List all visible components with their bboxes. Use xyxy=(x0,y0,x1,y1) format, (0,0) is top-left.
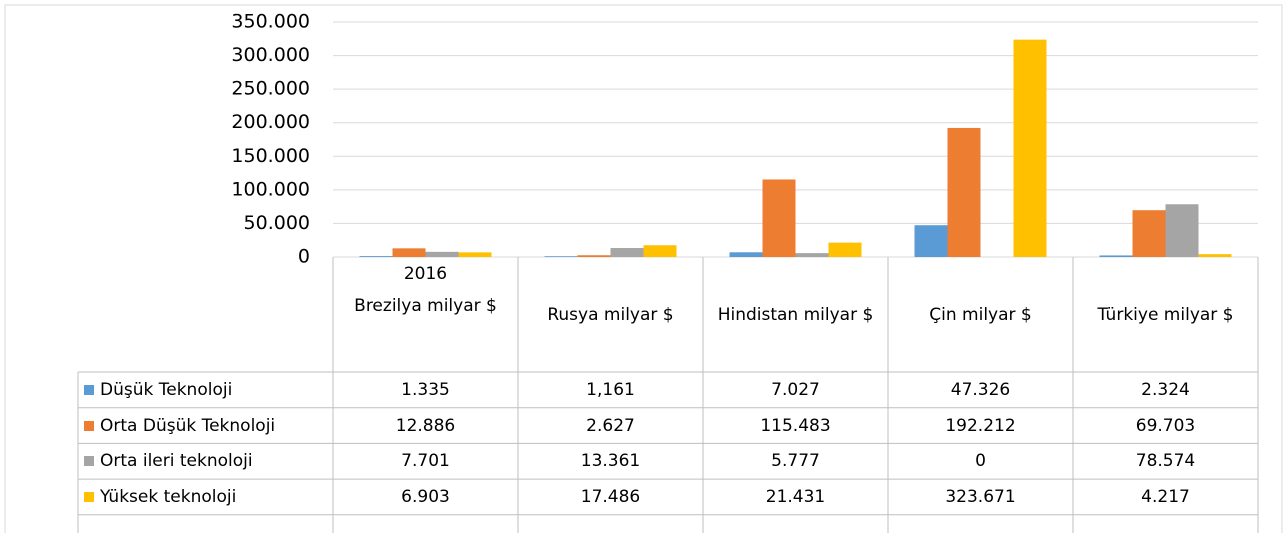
table-value: 12.886 xyxy=(395,415,456,436)
table-value: 69.703 xyxy=(1135,415,1196,436)
bar xyxy=(1165,204,1199,257)
y-tick-label: 200.000 xyxy=(231,111,310,133)
legend-entry: Yüksek teknoloji xyxy=(78,479,333,515)
category-header: 2016 Brezilya milyar $ xyxy=(333,257,518,372)
legend-entry: Orta ileri teknoloji xyxy=(78,443,333,479)
table-value: 7.027 xyxy=(771,379,820,400)
y-tick-label: 350.000 xyxy=(231,11,310,33)
bar xyxy=(1013,39,1047,258)
table-value: 78.574 xyxy=(1135,451,1196,472)
bar xyxy=(1132,210,1166,257)
legend-entry: Orta Düşük Teknoloji xyxy=(78,408,333,444)
legend-label: Orta ileri teknoloji xyxy=(100,451,253,472)
bar xyxy=(458,252,492,257)
y-tick-label: 50.000 xyxy=(244,212,310,234)
bar xyxy=(1099,255,1133,257)
table-value: 13.361 xyxy=(580,451,641,472)
table-value: 1.335 xyxy=(401,379,450,400)
table-value: 6.903 xyxy=(401,486,450,507)
table-value: 2.627 xyxy=(586,415,635,436)
table-value: 0 xyxy=(975,451,986,472)
legend-label: Düşük Teknoloji xyxy=(100,379,233,400)
y-tick-label: 250.000 xyxy=(231,78,310,100)
category-header: Türkiye milyar $ xyxy=(1073,257,1258,372)
bar xyxy=(947,127,981,257)
bar xyxy=(914,225,948,257)
legend-label: Yüksek teknoloji xyxy=(100,486,237,507)
category-header: Rusya milyar $ xyxy=(518,257,703,372)
bar xyxy=(610,248,644,257)
bar xyxy=(828,242,862,257)
category-label: Rusya milyar $ xyxy=(547,304,674,325)
period-label: 2016 xyxy=(403,264,448,284)
table-value: 7.701 xyxy=(401,451,450,472)
table-value: 5.777 xyxy=(771,451,820,472)
table-value: 1,161 xyxy=(586,379,635,400)
bar xyxy=(643,245,677,257)
table-value: 17.486 xyxy=(580,486,641,507)
table-value: 4.217 xyxy=(1141,486,1190,507)
category-label: Çin milyar $ xyxy=(929,304,1032,325)
table-value: 47.326 xyxy=(950,379,1011,400)
y-tick-label: 150.000 xyxy=(231,145,310,167)
category-label: Brezilya milyar $ xyxy=(354,296,497,316)
table-value: 21.431 xyxy=(765,486,826,507)
bar xyxy=(577,255,611,257)
legend-key xyxy=(84,491,94,502)
frame xyxy=(4,4,1283,533)
table-value: 115.483 xyxy=(760,415,831,436)
bar xyxy=(795,253,829,257)
bar xyxy=(729,252,763,257)
bar xyxy=(392,248,426,257)
category-label: Hindistan milyar $ xyxy=(717,304,874,325)
bar xyxy=(1198,254,1232,257)
legend-label: Orta Düşük Teknoloji xyxy=(100,415,276,436)
category-header: Çin milyar $ xyxy=(888,257,1073,372)
bar xyxy=(544,256,578,257)
bar xyxy=(425,251,459,257)
table-value: 192.212 xyxy=(945,415,1016,436)
legend-key xyxy=(84,420,94,431)
category-label: Türkiye milyar $ xyxy=(1097,304,1234,325)
bar xyxy=(762,179,796,257)
legend-key xyxy=(84,456,94,467)
y-tick-label: 300.000 xyxy=(231,44,310,66)
legend-entry: Düşük Teknoloji xyxy=(78,372,333,408)
y-tick-label: 100.000 xyxy=(231,178,310,200)
category-header: Hindistan milyar $ xyxy=(703,257,888,372)
table-value: 2.324 xyxy=(1141,379,1190,400)
y-tick-label: 0 xyxy=(298,246,310,268)
legend-key xyxy=(84,384,94,395)
table-value: 323.671 xyxy=(945,486,1016,507)
bar xyxy=(359,256,393,257)
